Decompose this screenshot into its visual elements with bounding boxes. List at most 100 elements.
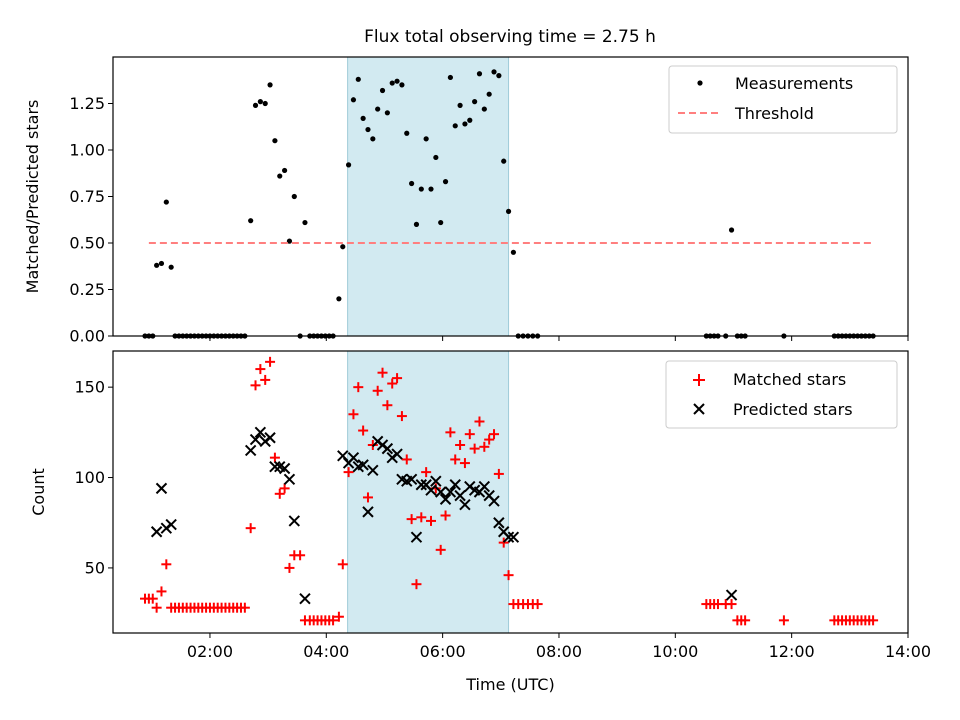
measurement-point: [409, 180, 415, 187]
measurement-point: [350, 97, 357, 103]
measurement-point: [302, 219, 308, 226]
matched-star-point: [416, 512, 427, 523]
matched-star-point: [295, 550, 306, 561]
predicted-star-point: [244, 444, 257, 457]
matched-star-point: [377, 367, 388, 378]
chart-title: Flux total observing time = 2.75 h: [364, 27, 656, 47]
measurement-point: [272, 138, 278, 144]
bottom-legend: Matched stars Predicted stars: [665, 360, 898, 429]
matched-star-point: [239, 602, 250, 613]
measurement-point: [379, 87, 386, 94]
predicted-star-point: [410, 531, 423, 543]
top-x-ticks: [209, 336, 909, 341]
predicted-star-point: [278, 462, 291, 475]
matched-star-point: [382, 400, 393, 411]
matched-star-point: [279, 483, 290, 494]
measurement-point: [438, 219, 444, 226]
measurement-point: [728, 227, 735, 233]
matched-star-point: [255, 364, 266, 375]
predicted-star-point: [155, 482, 168, 495]
measurement-point: [384, 110, 390, 116]
matched-star-point: [147, 593, 158, 604]
measurement-point: [501, 158, 507, 164]
measurement-point: [345, 162, 352, 168]
predicted-star-point: [502, 531, 515, 543]
matched-star-point: [260, 374, 271, 385]
measurement-point: [399, 82, 405, 88]
matched-star-point: [161, 559, 172, 570]
matched-star-point: [440, 510, 451, 521]
predicted-star-point: [454, 489, 466, 502]
predicted-star-point: [165, 518, 177, 531]
measurement-point: [423, 136, 429, 142]
matched-star-point: [401, 454, 412, 465]
matched-star-point: [348, 409, 359, 420]
predicted-stars-series: [150, 426, 738, 605]
predicted-star-point: [288, 515, 301, 527]
bottom-axes-frame: [112, 350, 909, 634]
matched-star-point: [245, 523, 256, 534]
matched-star-point: [469, 443, 480, 454]
measurement-point: [252, 102, 259, 108]
measurement-point: [248, 218, 254, 224]
top-y-axis-label: Matched/Predicted stars: [23, 100, 42, 294]
predicted-star-point: [444, 486, 457, 498]
matched-star-point: [406, 514, 417, 525]
measurement-point: [452, 123, 458, 129]
measurement-point: [486, 91, 492, 97]
predicted-star-point: [269, 460, 281, 473]
top-legend-box: [668, 65, 898, 134]
y-tick-label: 150: [74, 378, 105, 397]
measurement-point: [472, 99, 478, 105]
legend-measurements-label: Measurements: [735, 74, 853, 93]
legend-predicted-marker: [693, 403, 705, 415]
legend-matched-label: Matched stars: [733, 370, 846, 389]
predicted-star-point: [362, 506, 374, 518]
measurement-point: [336, 296, 342, 302]
y-tick-label: 0.50: [69, 234, 105, 253]
matched-star-point: [445, 427, 456, 438]
x-tick-label: 08:00: [536, 642, 582, 661]
top-observing-span: [347, 56, 510, 337]
measurement-point: [282, 167, 288, 174]
bottom-y-axis-label: Count: [29, 468, 48, 516]
legend-threshold-label: Threshold: [734, 104, 814, 123]
matched-star-point: [726, 599, 737, 610]
matched-star-point: [868, 615, 879, 626]
measurement-point: [413, 221, 420, 227]
predicted-star-point: [449, 479, 461, 491]
measurement-point: [476, 71, 483, 77]
bottom-y-ticks: 50 100 150: [74, 378, 113, 577]
measurement-point: [505, 208, 512, 214]
matched-star-point: [274, 488, 285, 499]
matched-star-point: [450, 454, 461, 465]
predicted-star-point: [507, 531, 520, 543]
x-tick-label: 12:00: [769, 642, 815, 661]
matched-star-point: [479, 441, 490, 452]
predicted-star-point: [405, 473, 418, 486]
matched-star-point: [532, 599, 543, 610]
top-panel: 0.00 0.25 0.50 0.75 1.00 1.25 Matched/Predict…: [23, 56, 909, 346]
measurement-point: [365, 126, 371, 133]
bottom-panel: 50 100 150 02:00 04:00 06:00 08:00 10:00 12:00 1…: [29, 350, 931, 694]
top-y-ticks: 0.00 0.25 0.50 0.75 1.00 1.25: [69, 94, 113, 346]
predicted-star-point: [439, 493, 452, 505]
matched-star-point: [421, 467, 432, 478]
predicted-star-point: [415, 479, 428, 491]
measurement-point: [355, 76, 361, 82]
measurement-point: [404, 130, 410, 136]
predicted-star-point: [367, 464, 379, 477]
y-tick-label: 0.00: [69, 327, 105, 346]
predicted-star-point: [381, 442, 394, 455]
predicted-star-point: [493, 517, 505, 529]
matched-star-point: [269, 452, 280, 463]
y-tick-label: 1.00: [69, 141, 105, 160]
matched-star-point: [372, 385, 383, 396]
matched-star-point: [337, 559, 348, 570]
predicted-star-point: [430, 475, 442, 487]
matched-star-point: [328, 615, 339, 626]
matched-star-point: [250, 380, 261, 391]
matched-star-point: [489, 429, 500, 440]
matched-star-point: [156, 586, 167, 597]
measurement-point: [163, 199, 169, 205]
